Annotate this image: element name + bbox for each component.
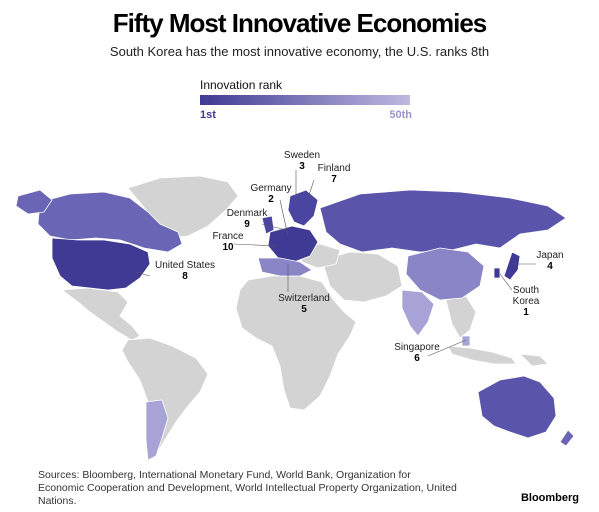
legend-title: Innovation rank bbox=[200, 78, 283, 92]
leader-france bbox=[233, 243, 277, 247]
label-united-states: United States 8 bbox=[150, 260, 220, 282]
label-singapore: Singapore 6 bbox=[390, 342, 444, 364]
label-us-rank: 8 bbox=[182, 271, 188, 282]
label-finland: Finland 7 bbox=[312, 163, 356, 185]
label-switzerland-rank: 5 bbox=[301, 304, 307, 315]
africa bbox=[235, 275, 357, 411]
map-title: Fifty Most Innovative Economies bbox=[112, 8, 488, 38]
label-south-korea: South Korea 1 bbox=[506, 285, 546, 318]
china bbox=[405, 247, 485, 301]
sources-note: Sources: Bloomberg, International Moneta… bbox=[38, 469, 457, 507]
label-sweden: Sweden 3 bbox=[282, 150, 322, 172]
label-singapore-rank: 6 bbox=[414, 353, 420, 364]
united-kingdom bbox=[261, 215, 275, 235]
scandinavia bbox=[287, 189, 319, 227]
middle-east bbox=[321, 251, 403, 303]
india bbox=[401, 289, 435, 337]
japan bbox=[503, 251, 521, 281]
bloomberg-logo: Bloomberg bbox=[520, 492, 579, 504]
world-map bbox=[15, 170, 575, 463]
label-france-name: France bbox=[212, 231, 244, 242]
label-singapore-name: Singapore bbox=[394, 342, 440, 353]
russia bbox=[319, 189, 567, 253]
label-france-rank: 10 bbox=[222, 242, 234, 253]
label-france: France 10 bbox=[208, 231, 248, 253]
south-korea bbox=[493, 267, 501, 279]
label-sweden-name: Sweden bbox=[283, 150, 321, 161]
leader-lines bbox=[135, 170, 536, 357]
label-korea-name: South Korea bbox=[512, 285, 540, 307]
alaska bbox=[15, 189, 53, 215]
leader-singapore bbox=[427, 339, 467, 357]
legend-color-bar bbox=[200, 95, 410, 105]
label-japan-name: Japan bbox=[536, 250, 564, 261]
leader-denmark bbox=[261, 223, 287, 231]
label-finland-name: Finland bbox=[317, 163, 351, 174]
label-denmark: Denmark 9 bbox=[224, 208, 270, 230]
label-japan-rank: 4 bbox=[547, 261, 553, 272]
label-germany: Germany 2 bbox=[248, 183, 294, 205]
leader-us bbox=[135, 271, 151, 277]
western-europe bbox=[267, 225, 319, 263]
papua bbox=[518, 353, 549, 367]
legend-min-label: 1st bbox=[200, 109, 216, 121]
australia bbox=[477, 375, 557, 439]
label-us-name: United States bbox=[154, 260, 216, 271]
legend-max-label: 50th bbox=[389, 109, 412, 121]
united-states bbox=[51, 237, 151, 291]
leader-finland bbox=[307, 179, 315, 199]
label-switzerland: Switzerland 5 bbox=[274, 293, 334, 315]
ranked-land bbox=[15, 189, 575, 461]
legend: Innovation rank 1st 50th bbox=[200, 78, 412, 128]
label-germany-rank: 2 bbox=[268, 194, 274, 205]
argentina bbox=[145, 399, 169, 461]
map-subtitle: South Korea has the most innovative econ… bbox=[109, 44, 490, 59]
label-denmark-rank: 9 bbox=[244, 219, 250, 230]
label-finland-rank: 7 bbox=[331, 174, 337, 185]
leader-korea bbox=[499, 273, 513, 291]
label-germany-name: Germany bbox=[250, 183, 292, 194]
indonesia bbox=[447, 345, 517, 365]
mexico bbox=[60, 287, 141, 341]
label-switzerland-name: Switzerland bbox=[278, 293, 330, 304]
label-sweden-rank: 3 bbox=[299, 161, 305, 172]
leader-germany bbox=[279, 199, 289, 237]
southeast-asia bbox=[445, 295, 477, 339]
malaysia bbox=[461, 335, 471, 347]
label-denmark-name: Denmark bbox=[226, 208, 268, 219]
label-japan: Japan 4 bbox=[530, 250, 570, 272]
canada bbox=[37, 191, 183, 253]
south-america bbox=[121, 337, 209, 463]
label-korea-rank: 1 bbox=[523, 307, 529, 318]
southern-europe bbox=[257, 257, 313, 277]
new-zealand bbox=[559, 429, 575, 447]
